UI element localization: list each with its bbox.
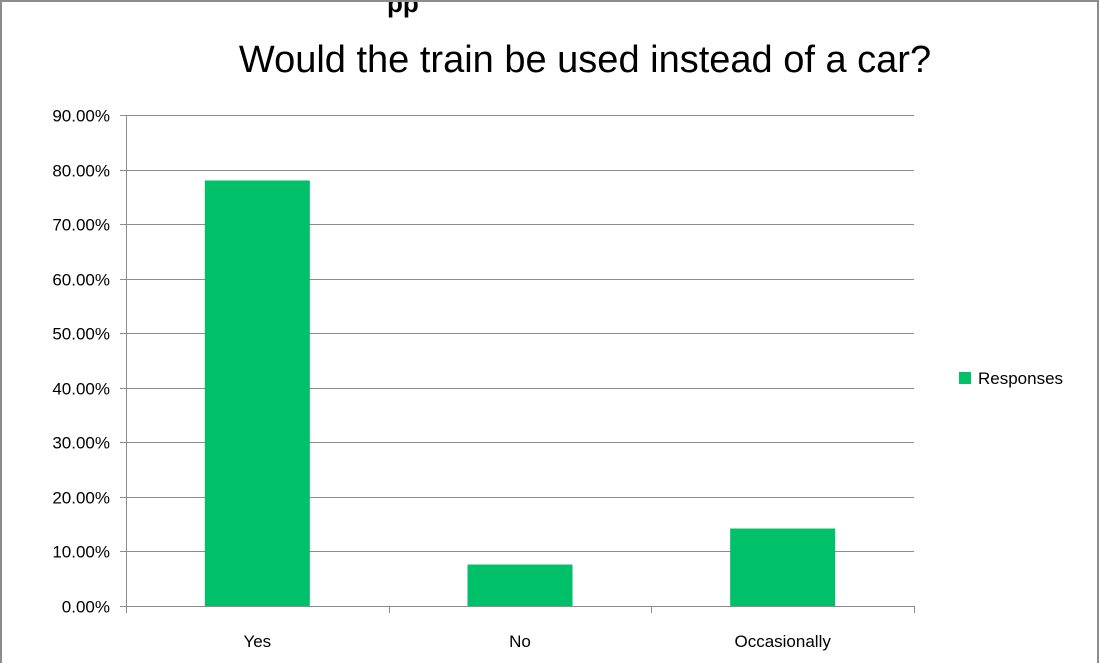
y-tick-label: 80.00% — [52, 162, 110, 181]
y-tick-label: 30.00% — [52, 434, 110, 453]
y-tick-label: 50.00% — [52, 325, 110, 344]
x-tick-labels: Yes No Occasionally — [243, 632, 831, 651]
x-tick-label: Yes — [243, 632, 271, 651]
clipped-top-text: pp — [387, 2, 419, 18]
y-tick-label: 20.00% — [52, 489, 110, 508]
y-tick-label: 40.00% — [52, 380, 110, 399]
legend-swatch — [959, 372, 971, 384]
axes — [120, 115, 915, 613]
bar-occasionally — [730, 528, 836, 606]
bar-no — [467, 564, 573, 606]
y-tick-labels: 0.00% 10.00% 20.00% 30.00% 40.00% 50.00% 60.00… — [52, 107, 110, 617]
legend-label: Responses — [978, 369, 1063, 388]
y-tick-label: 0.00% — [62, 598, 110, 617]
x-tick-label: No — [509, 632, 531, 651]
chart-title: Would the train be used instead of a car… — [239, 39, 931, 81]
y-tick-label: 10.00% — [52, 543, 110, 562]
y-tick-label: 60.00% — [52, 271, 110, 290]
y-tick-label: 90.00% — [52, 107, 110, 126]
legend: Responses — [959, 369, 1063, 388]
bar-yes — [204, 180, 310, 606]
x-tick-label: Occasionally — [734, 632, 831, 651]
bars — [204, 180, 836, 606]
y-tick-label: 70.00% — [52, 216, 110, 235]
